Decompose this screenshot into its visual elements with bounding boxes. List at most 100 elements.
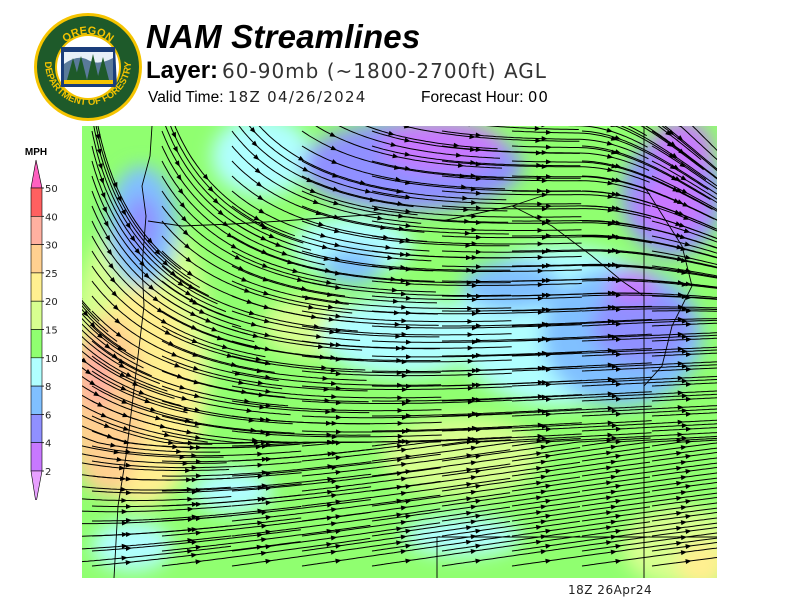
streamline-arrow — [611, 319, 618, 325]
boundary-line — [147, 195, 543, 227]
streamline-arrow — [191, 501, 198, 507]
streamline-arrow — [611, 408, 618, 414]
streamline-arrow — [327, 489, 334, 495]
streamline-arrow — [540, 549, 547, 555]
streamline-arrow — [301, 286, 308, 292]
streamline-arrow — [667, 129, 675, 136]
streamline-arrow — [685, 484, 692, 490]
streamline-arrow — [172, 146, 178, 153]
streamline-arrow — [331, 439, 338, 445]
streamline-arrow — [610, 504, 617, 510]
streamline-arrow — [401, 359, 408, 365]
streamline-arrow — [475, 293, 482, 299]
streamline — [82, 305, 109, 333]
streamline-arrow — [606, 465, 613, 471]
wind-speed-region — [292, 216, 412, 276]
streamline-arrow — [535, 524, 543, 530]
streamline-arrow — [541, 278, 548, 284]
streamline-arrow — [536, 495, 543, 501]
streamline-arrow — [545, 543, 552, 549]
streamline-arrow — [607, 221, 614, 227]
streamline-arrow — [359, 180, 367, 185]
streamline-arrow — [172, 444, 179, 450]
streamline-arrow — [195, 487, 202, 493]
streamline-arrow — [85, 369, 92, 375]
streamline-arrow — [677, 405, 684, 411]
streamline-arrow — [545, 352, 552, 358]
streamline-arrow — [176, 449, 183, 455]
streamline-arrow — [405, 413, 412, 419]
streamline-arrow — [275, 242, 282, 247]
streamline-arrow — [545, 337, 552, 343]
streamline-arrow — [466, 467, 473, 473]
streamline — [652, 310, 717, 312]
streamline-arrow — [674, 176, 681, 182]
legend-swatch — [30, 244, 43, 274]
streamline-arrow — [405, 383, 412, 389]
streamline-arrow — [537, 214, 544, 220]
streamline-arrow — [464, 218, 471, 224]
streamline-arrow — [400, 490, 408, 496]
streamline-arrow — [405, 369, 412, 375]
streamline-arrow — [405, 295, 412, 301]
streamline-arrow — [615, 396, 622, 402]
streamline-arrow — [405, 208, 412, 214]
streamline-arrow — [400, 264, 407, 270]
streamline-arrow — [298, 155, 305, 162]
streamline — [82, 350, 175, 399]
streamline-arrow — [615, 381, 622, 387]
streamline-arrow — [681, 188, 688, 194]
streamline — [82, 515, 232, 525]
streamline-arrow — [192, 365, 200, 371]
streamline-arrow — [611, 276, 618, 282]
streamline — [161, 175, 336, 281]
streamline-arrow — [545, 144, 552, 150]
streamline-arrow — [329, 329, 336, 335]
streamline-arrow — [537, 323, 544, 329]
streamline-arrow — [677, 210, 685, 216]
streamline-arrow — [405, 310, 412, 316]
streamline-arrow — [615, 426, 622, 432]
streamline-arrow — [148, 284, 155, 291]
forecast-hour-value: 00 — [527, 88, 549, 106]
streamline-arrow — [606, 525, 613, 531]
streamline-arrow — [308, 304, 315, 310]
streamline-arrow — [471, 353, 478, 359]
streamline-arrow — [470, 186, 477, 192]
streamline-arrow — [615, 528, 622, 534]
streamline-arrow — [676, 495, 683, 501]
streamline-arrow — [607, 405, 614, 411]
streamline-arrow — [607, 318, 614, 324]
streamline-arrow — [322, 375, 329, 381]
streamline-arrow — [380, 224, 387, 230]
logo-top-text: OREGON — [60, 25, 115, 45]
streamline-arrow — [466, 525, 473, 531]
streamline-arrow — [205, 317, 212, 323]
streamline-arrow — [121, 509, 128, 515]
streamline-arrow — [463, 207, 470, 213]
streamline-arrow — [536, 438, 543, 444]
legend-label: 6 — [45, 410, 51, 421]
streamline-arrow — [678, 222, 686, 228]
streamline — [82, 308, 118, 342]
legend-swatch — [30, 187, 43, 217]
legend-swatch — [30, 216, 43, 245]
streamline-arrow — [615, 292, 622, 298]
streamline-arrow — [404, 180, 412, 186]
streamline — [441, 130, 649, 160]
streamline-arrow — [187, 496, 194, 502]
streamline-arrow — [369, 197, 376, 203]
streamline-arrow — [471, 297, 478, 303]
streamline-arrow — [330, 354, 337, 360]
streamline-arrow — [470, 519, 477, 525]
streamline-arrow — [261, 249, 268, 254]
streamline-arrow — [319, 354, 326, 360]
streamline-arrow — [191, 477, 198, 483]
legend-label: 30 — [45, 241, 58, 252]
streamline-arrow — [611, 290, 618, 296]
streamline-arrow — [683, 228, 691, 234]
streamline — [365, 126, 498, 150]
streamline-arrow — [255, 356, 262, 362]
streamline-arrow — [191, 465, 198, 471]
streamline-arrow — [607, 248, 614, 254]
